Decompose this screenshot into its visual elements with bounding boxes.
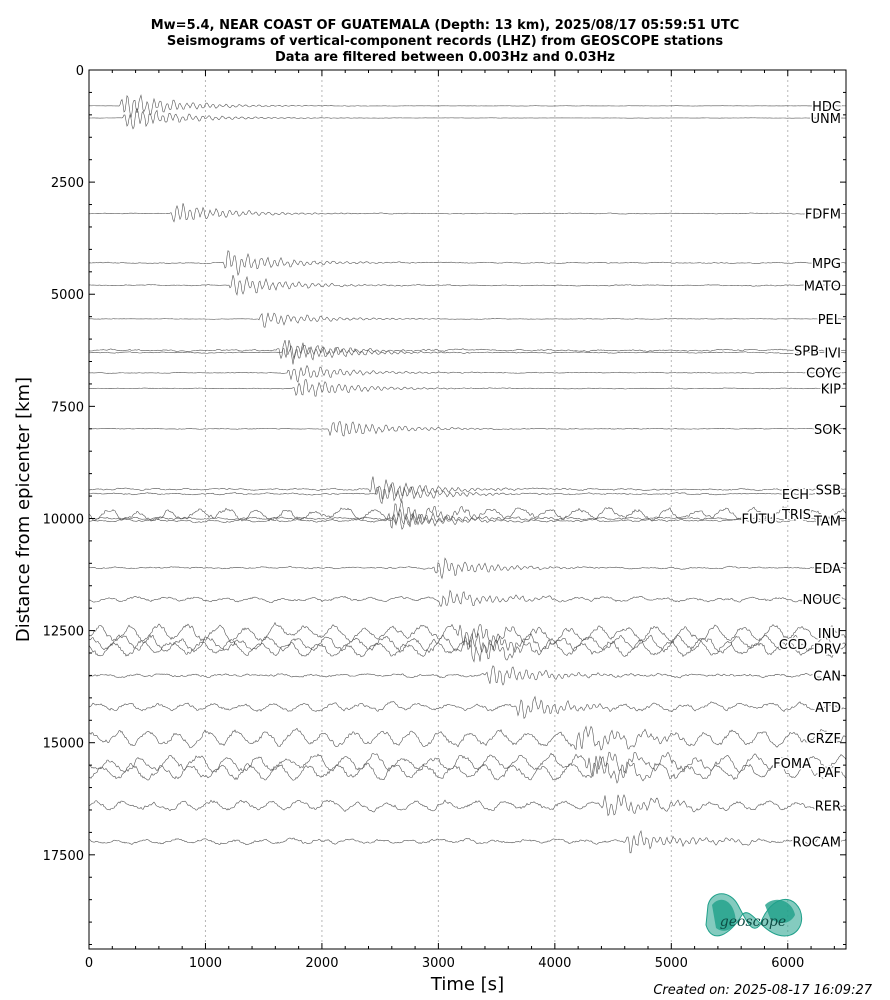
station-label-sok: SOK	[814, 423, 841, 438]
trace-fdfm	[88, 203, 847, 223]
station-label-rer: RER	[815, 799, 841, 814]
chart-subtitle: Seismograms of vertical-component record…	[166, 34, 724, 49]
y-tick-label-7500: 7500	[51, 400, 84, 415]
station-label-rocam: ROCAM	[793, 835, 841, 850]
x-tick-label-5000: 5000	[655, 956, 688, 971]
trace-ech	[88, 483, 847, 505]
trace-atd	[88, 695, 847, 719]
y-tick-label-5000: 5000	[51, 288, 84, 303]
x-axis-label: Time [s]	[430, 974, 504, 995]
x-tick-label-3000: 3000	[422, 956, 455, 971]
station-label-ech: ECH	[782, 488, 809, 503]
trace-kip	[88, 378, 847, 397]
y-tick-label-17500: 17500	[43, 849, 84, 864]
station-label-mato: MATO	[804, 279, 841, 294]
trace-ivi	[88, 340, 847, 365]
station-label-hdc: HDC	[812, 100, 841, 115]
chart-subtitle-filter: Data are filtered between 0.003Hz and 0.…	[274, 50, 616, 65]
station-label-ssb: SSB	[816, 483, 841, 498]
station-label-pel: PEL	[818, 313, 842, 328]
station-label-ccd: CCD	[779, 638, 807, 653]
trace-coyc	[88, 364, 847, 383]
chart-title: Mw=5.4, NEAR COAST OF GUATEMALA (Depth: …	[150, 18, 740, 33]
station-label-nouc: NOUC	[802, 593, 841, 608]
station-label-tam: TAM	[813, 515, 841, 530]
plot-frame	[88, 69, 847, 950]
station-label-can: CAN	[813, 669, 841, 684]
station-label-futu: FUTU	[742, 512, 776, 527]
station-label-crzf: CRZF	[807, 732, 842, 747]
geoscope-logo-text: geoscope	[720, 914, 786, 930]
trace-crzf	[88, 725, 847, 751]
trace-inu	[88, 621, 847, 648]
station-label-unm: UNM	[811, 112, 841, 127]
station-label-foma: FOMA	[773, 757, 811, 772]
trace-unm	[88, 107, 847, 130]
x-tick-label-1000: 1000	[189, 956, 222, 971]
trace-can	[88, 665, 847, 686]
trace-foma	[88, 751, 847, 777]
trace-tris	[88, 500, 847, 529]
station-label-ivi: IVI	[824, 347, 841, 362]
trace-nouc	[88, 589, 847, 607]
trace-ccd	[88, 632, 847, 660]
station-label-drv: DRV	[814, 643, 841, 658]
trace-mpg	[88, 250, 847, 276]
station-label-atd: ATD	[815, 701, 841, 716]
trace-pel	[88, 312, 847, 328]
trace-spb	[88, 339, 847, 360]
station-label-spb: SPB	[794, 344, 819, 359]
trace-futu	[88, 508, 847, 528]
y-tick-label-0: 0	[76, 64, 84, 79]
trace-ssb	[88, 476, 847, 500]
y-tick-label-2500: 2500	[51, 176, 84, 191]
station-label-coyc: COYC	[806, 367, 841, 382]
trace-eda	[88, 557, 847, 580]
y-axis-label: Distance from epicenter [km]	[13, 377, 34, 642]
x-tick-label-6000: 6000	[771, 956, 804, 971]
trace-tam	[88, 512, 847, 530]
trace-mato	[88, 274, 847, 296]
station-label-paf: PAF	[818, 766, 841, 781]
x-tick-label-4000: 4000	[538, 956, 571, 971]
y-tick-label-15000: 15000	[43, 737, 84, 752]
geoscope-logo-landmass	[712, 899, 736, 931]
trace-paf	[88, 755, 847, 784]
y-tick-label-10000: 10000	[43, 512, 84, 527]
trace-hdc	[88, 94, 847, 118]
trace-drv	[88, 638, 847, 663]
y-tick-label-12500: 12500	[43, 625, 84, 640]
trace-rer	[88, 794, 847, 817]
station-label-kip: KIP	[821, 382, 841, 397]
trace-rocam	[88, 829, 847, 854]
station-label-eda: EDA	[814, 562, 841, 577]
station-label-tris: TRIS	[781, 508, 811, 523]
geoscope-logo-landmass-2	[765, 899, 795, 923]
x-tick-label-0: 0	[85, 956, 93, 971]
created-timestamp: Created on: 2025-08-17 16:09:27	[653, 983, 872, 998]
station-label-mpg: MPG	[812, 257, 841, 272]
x-tick-label-2000: 2000	[305, 956, 338, 971]
station-label-fdfm: FDFM	[805, 208, 841, 223]
trace-sok	[88, 420, 847, 437]
station-label-inu: INU	[818, 627, 841, 642]
